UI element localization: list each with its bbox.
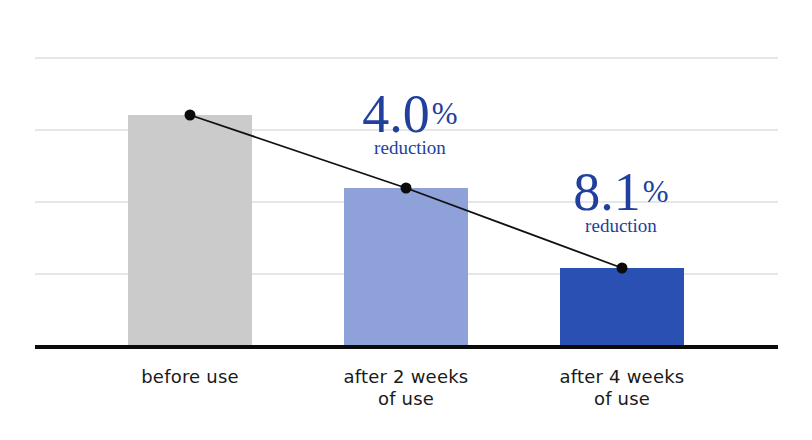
percent-sign: % [643, 174, 669, 209]
bar-chart: 4.0% reduction 8.1% reduction before use… [0, 0, 812, 440]
bar-before-use [128, 115, 252, 345]
x-tick-label-after-2-weeks: after 2 weeks of use [344, 366, 469, 410]
annotation-4-weeks: 8.1% reduction [573, 165, 668, 235]
annotation-value: 4.0% [362, 87, 457, 141]
gridline [35, 57, 778, 59]
bar-after-4-weeks [560, 268, 684, 345]
x-axis-line [35, 345, 778, 349]
annotation-label: reduction [362, 138, 457, 157]
annotation-value: 8.1% [573, 165, 668, 219]
x-tick-label-after-4-weeks: after 4 weeks of use [560, 366, 685, 410]
percent-sign: % [432, 96, 458, 131]
annotation-label: reduction [573, 216, 668, 235]
annotation-2-weeks: 4.0% reduction [362, 87, 457, 157]
x-tick-label-before-use: before use [141, 366, 239, 388]
bar-after-2-weeks [344, 188, 468, 345]
